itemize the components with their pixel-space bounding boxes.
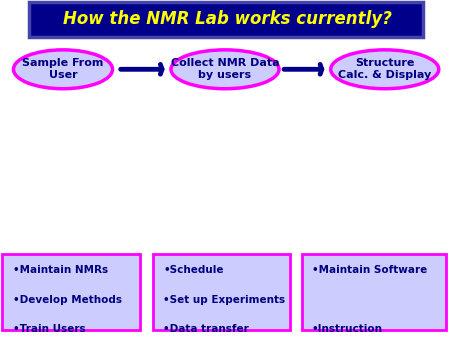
Ellipse shape [14,50,112,89]
Ellipse shape [171,50,279,89]
Text: •Schedule: •Schedule [163,265,224,275]
Text: •Develop Methods: •Develop Methods [13,295,122,305]
Text: •Data transfer: •Data transfer [163,324,249,335]
Text: •Instruction: •Instruction [312,324,383,335]
FancyBboxPatch shape [2,254,140,330]
FancyBboxPatch shape [302,254,446,330]
Text: •Train Users: •Train Users [13,324,85,335]
Text: Structure
Calc. & Display: Structure Calc. & Display [338,58,432,80]
Text: Sample From
User: Sample From User [22,58,104,80]
Text: •Maintain NMRs: •Maintain NMRs [13,265,108,275]
Text: How the NMR Lab works currently?: How the NMR Lab works currently? [63,10,392,28]
Ellipse shape [331,50,439,89]
FancyBboxPatch shape [29,2,423,37]
Text: •Set up Experiments: •Set up Experiments [163,295,285,305]
Text: Collect NMR Data
by users: Collect NMR Data by users [171,58,279,80]
Text: •Maintain Software: •Maintain Software [312,265,427,275]
FancyBboxPatch shape [153,254,290,330]
